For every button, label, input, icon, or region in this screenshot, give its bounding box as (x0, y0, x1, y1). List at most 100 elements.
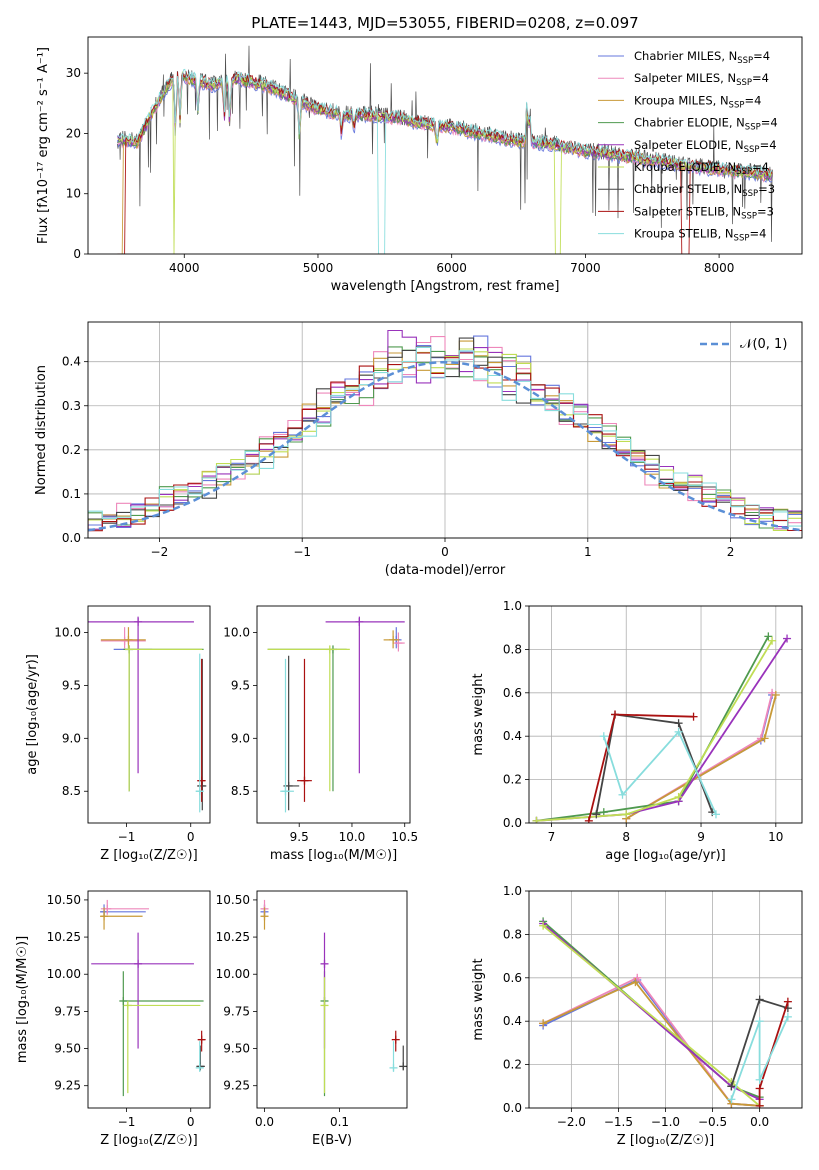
y-tick-label: 0.6 (503, 971, 522, 985)
x-axis-label: Z [log₁₀(Z/Z☉)] (617, 1133, 714, 1148)
mass-vs-ebv-frame (256, 890, 408, 1109)
y-tick-label: 9.0 (231, 731, 250, 745)
x-tick-label: 8000 (704, 261, 735, 275)
y-axis-label: mass [log₁₀(M/M☉)] (15, 936, 30, 1063)
age-vs-z-axes: −1 0 8.5 9.0 9.5 10.0 (54, 625, 194, 844)
legend-label: Salpeter MILES, NSSP=4 (634, 71, 769, 88)
weight-line-0 (542, 978, 760, 1107)
spectrum-line-7 (117, 71, 773, 254)
y-tick-label: 0.2 (62, 443, 81, 457)
spectrum-line-8 (117, 68, 773, 254)
mass-vs-z-plot-area (91, 899, 206, 1097)
legend-item: Salpeter MILES, NSSP=4 (598, 71, 769, 88)
histogram-series-8 (88, 346, 802, 527)
y-tick-label: 0.1 (62, 487, 81, 501)
mass-vs-ebv-plot-area (260, 899, 407, 1097)
x-tick-label: −2 (151, 545, 169, 559)
y-tick-label: 9.50 (223, 1042, 250, 1056)
x-tick-label: 8 (622, 830, 630, 844)
legend-label: Kroupa ELODIE, NSSP=4 (634, 160, 769, 177)
spectrum-plot-area (116, 45, 773, 254)
y-tick-label: 9.75 (54, 1004, 81, 1018)
y-tick-label: 0.3 (62, 399, 81, 413)
mass-vs-ebv-axes: 0.0 0.1 9.25 9.50 9.75 10.00 10.25 10.50 (216, 893, 349, 1129)
y-tick-label: 9.5 (231, 678, 250, 692)
x-axis-label: age [log₁₀(age/yr)] (605, 848, 726, 863)
x-tick-label: −0.5 (698, 1115, 727, 1129)
y-tick-label: 0.0 (503, 816, 522, 830)
y-tick-label: 20 (66, 126, 81, 140)
weight-line-1 (625, 692, 773, 820)
weight-vs-age-frame (528, 605, 803, 824)
legend-item: Chabrier MILES, NSSP=4 (598, 49, 770, 66)
age-vs-mass-axes: 9.5 10.0 10.5 8.5 9.0 9.5 10.0 (223, 625, 418, 844)
age-vs-mass-frame (256, 605, 411, 824)
x-axis-label: Z [log₁₀(Z/Z☉)] (100, 848, 197, 863)
y-tick-label: 10.0 (223, 625, 250, 639)
y-axis-label: mass weight (471, 673, 486, 755)
x-tick-label: −1.5 (604, 1115, 633, 1129)
y-tick-label: 0.4 (503, 1014, 522, 1028)
x-tick-label: 5000 (303, 261, 334, 275)
y-axis-label: Flux [fλ10⁻¹⁷ erg cm⁻² s⁻¹ A⁻¹] (36, 47, 51, 244)
x-axis-label: (data-model)/error (385, 563, 506, 578)
legend-item: Kroupa ELODIE, NSSP=4 (598, 160, 769, 177)
legend-item: Chabrier ELODIE, NSSP=4 (598, 116, 778, 133)
x-tick-label: 10.5 (391, 830, 418, 844)
y-tick-label: 0.8 (503, 642, 522, 656)
x-tick-label: 7 (548, 830, 556, 844)
weight-line-0 (625, 694, 773, 820)
weight-line-8 (730, 1016, 789, 1100)
y-tick-label: 9.0 (62, 731, 81, 745)
x-tick-label: 0 (441, 545, 449, 559)
y-tick-label: 0.4 (62, 355, 81, 369)
x-tick-label: 4000 (169, 261, 200, 275)
spectrum-frame (87, 36, 803, 255)
x-tick-label: 9.5 (290, 830, 309, 844)
x-tick-label: −1.0 (651, 1115, 680, 1129)
y-tick-label: 9.50 (54, 1042, 81, 1056)
weight-line-5 (542, 925, 761, 1107)
y-tick-label: 10.25 (47, 930, 81, 944)
weight-line-1 (542, 976, 760, 1107)
legend-item: Kroupa STELIB, NSSP=4 (598, 227, 766, 244)
x-tick-label: −1 (118, 1115, 136, 1129)
y-tick-label: 10.0 (54, 625, 81, 639)
x-tick-label: −2.0 (557, 1115, 586, 1129)
legend-item: Kroupa MILES, NSSP=4 (598, 93, 761, 110)
x-tick-label: 0.0 (255, 1115, 274, 1129)
legend-label: Chabrier STELIB, NSSP=3 (634, 182, 775, 199)
y-tick-label: 0.6 (503, 686, 522, 700)
y-tick-label: 0.0 (62, 531, 81, 545)
x-axis-label: wavelength [Angstrom, rest frame] (331, 279, 560, 294)
x-tick-label: 0.1 (330, 1115, 349, 1129)
x-tick-label: 10 (768, 830, 783, 844)
y-tick-label: 10 (66, 187, 81, 201)
weight-line-3 (536, 635, 770, 822)
y-tick-label: 9.25 (223, 1079, 250, 1093)
legend-item: Salpeter ELODIE, NSSP=4 (598, 138, 777, 155)
y-axis-label: Normed distribution (34, 365, 49, 495)
y-tick-label: 8.5 (231, 784, 250, 798)
y-tick-label: 9.25 (54, 1079, 81, 1093)
weight-vs-z-frame (528, 890, 803, 1109)
weight-vs-age-plot-area (532, 632, 792, 823)
mass-vs-z-frame (87, 890, 211, 1109)
legend-label: Salpeter ELODIE, NSSP=4 (634, 138, 777, 155)
x-axis-label: Z [log₁₀(Z/Z☉)] (100, 1133, 197, 1148)
y-tick-label: 0.2 (503, 773, 522, 787)
residuals-frame (87, 321, 803, 539)
y-tick-label: 0.8 (503, 927, 522, 941)
weight-vs-z-plot-area (539, 917, 792, 1108)
legend-label: Salpeter STELIB, NSSP=3 (634, 204, 774, 221)
legend-label: Chabrier ELODIE, NSSP=4 (634, 116, 778, 133)
x-tick-label: −1 (293, 545, 311, 559)
weight-line-7 (758, 1001, 789, 1106)
y-tick-label: 10.50 (47, 893, 81, 907)
x-tick-label: −1 (118, 830, 136, 844)
x-tick-label: 0 (187, 830, 195, 844)
weight-line-5 (536, 640, 773, 822)
y-tick-label: 10.25 (216, 930, 250, 944)
y-tick-label: 0.4 (503, 729, 522, 743)
